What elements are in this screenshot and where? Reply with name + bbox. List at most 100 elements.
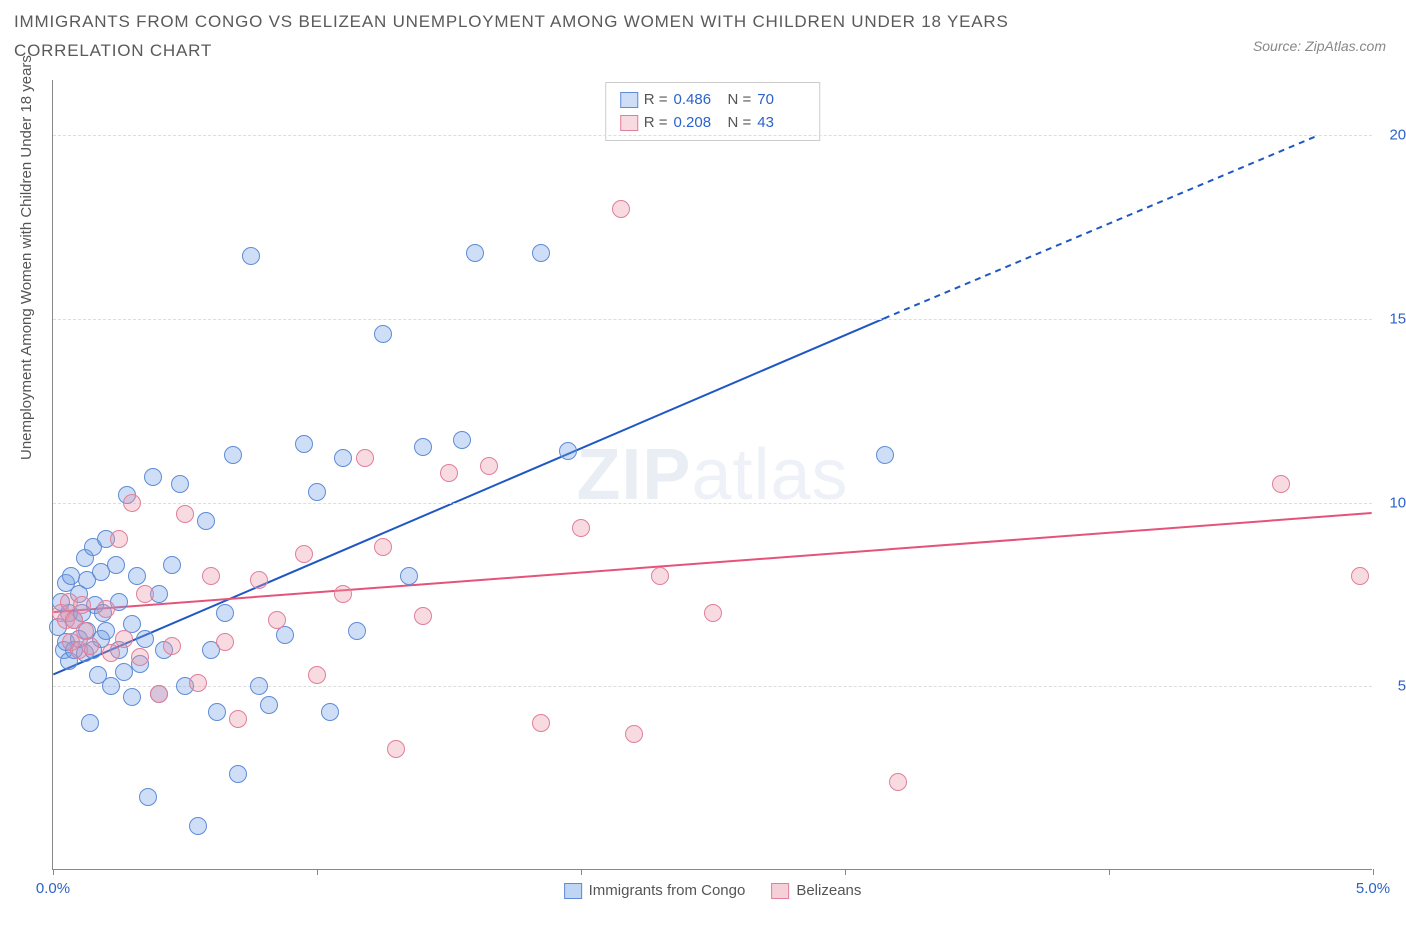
data-point (414, 438, 432, 456)
data-point (334, 449, 352, 467)
data-point (374, 538, 392, 556)
data-point (356, 449, 374, 467)
data-point (250, 677, 268, 695)
data-point (97, 600, 115, 618)
n-value-1: 43 (757, 112, 805, 135)
stats-row-0: R = 0.486 N = 70 (620, 89, 806, 112)
x-tick (1373, 869, 1374, 875)
data-point (532, 714, 550, 732)
chart-plot-area: ZIPatlas R = 0.486 N = 70 R = 0.208 N = … (52, 80, 1372, 870)
data-point (216, 604, 234, 622)
data-point (453, 431, 471, 449)
n-value-0: 70 (757, 89, 805, 112)
data-point (260, 696, 278, 714)
data-point (348, 622, 366, 640)
gridline (53, 135, 1372, 136)
legend-swatch-1 (771, 883, 789, 899)
gridline (53, 503, 1372, 504)
data-point (97, 622, 115, 640)
y-axis-label: Unemployment Among Women with Children U… (18, 55, 35, 460)
x-tick (845, 869, 846, 875)
data-point (163, 637, 181, 655)
data-point (107, 556, 125, 574)
data-point (123, 688, 141, 706)
legend-item-0: Immigrants from Congo (564, 882, 746, 899)
data-point (242, 247, 260, 265)
data-point (400, 567, 418, 585)
data-point (171, 475, 189, 493)
x-tick-label: 5.0% (1356, 880, 1390, 897)
legend-swatch-0 (564, 883, 582, 899)
data-point (216, 633, 234, 651)
data-point (889, 773, 907, 791)
data-point (268, 611, 286, 629)
data-point (224, 446, 242, 464)
data-point (651, 567, 669, 585)
data-point (1272, 475, 1290, 493)
stats-swatch-1 (620, 115, 638, 131)
legend-item-1: Belizeans (771, 882, 861, 899)
trend-lines-layer (53, 80, 1372, 869)
y-tick-label: 5.0% (1377, 678, 1406, 695)
data-point (73, 596, 91, 614)
data-point (250, 571, 268, 589)
data-point (532, 244, 550, 262)
data-point (1351, 567, 1369, 585)
data-point (163, 556, 181, 574)
data-point (115, 630, 133, 648)
trend-line-extrapolated (884, 135, 1319, 318)
stats-box: R = 0.486 N = 70 R = 0.208 N = 43 (605, 82, 821, 141)
legend-label-1: Belizeans (796, 882, 861, 899)
data-point (197, 512, 215, 530)
data-point (334, 585, 352, 603)
r-label: R = (644, 89, 668, 112)
data-point (81, 714, 99, 732)
x-tick (581, 869, 582, 875)
r-value-0: 0.486 (674, 89, 722, 112)
legend-label-0: Immigrants from Congo (589, 882, 746, 899)
data-point (295, 545, 313, 563)
x-tick-label: 0.0% (36, 880, 70, 897)
data-point (295, 435, 313, 453)
data-point (559, 442, 577, 460)
x-tick (53, 869, 54, 875)
data-point (123, 494, 141, 512)
data-point (81, 637, 99, 655)
gridline (53, 319, 1372, 320)
y-tick-label: 10.0% (1377, 494, 1406, 511)
data-point (131, 648, 149, 666)
data-point (110, 530, 128, 548)
trend-line (53, 513, 1371, 612)
n-label: N = (728, 89, 752, 112)
data-point (440, 464, 458, 482)
data-point (308, 483, 326, 501)
data-point (136, 630, 154, 648)
source-credit: Source: ZipAtlas.com (1253, 38, 1386, 54)
y-tick-label: 20.0% (1377, 127, 1406, 144)
y-tick-label: 15.0% (1377, 310, 1406, 327)
data-point (572, 519, 590, 537)
data-point (202, 567, 220, 585)
data-point (229, 710, 247, 728)
legend: Immigrants from Congo Belizeans (564, 882, 862, 899)
x-tick (1109, 869, 1110, 875)
data-point (176, 505, 194, 523)
data-point (128, 567, 146, 585)
r-value-1: 0.208 (674, 112, 722, 135)
data-point (189, 674, 207, 692)
data-point (414, 607, 432, 625)
data-point (136, 585, 154, 603)
data-point (102, 677, 120, 695)
data-point (208, 703, 226, 721)
data-point (189, 817, 207, 835)
stats-swatch-0 (620, 92, 638, 108)
data-point (387, 740, 405, 758)
trend-line (53, 319, 884, 675)
data-point (625, 725, 643, 743)
n-label: N = (728, 112, 752, 135)
data-point (321, 703, 339, 721)
data-point (876, 446, 894, 464)
data-point (704, 604, 722, 622)
x-tick (317, 869, 318, 875)
chart-title: IMMIGRANTS FROM CONGO VS BELIZEAN UNEMPL… (14, 8, 1134, 66)
